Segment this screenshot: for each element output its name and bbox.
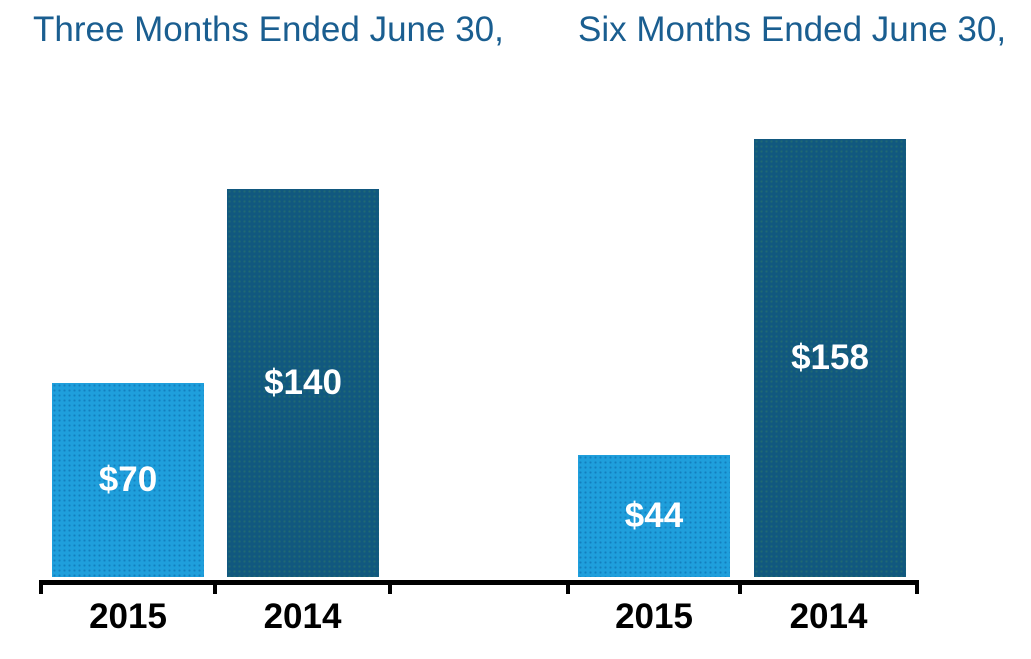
bar-value-label: $140: [264, 363, 342, 402]
chart-title-three-months: Three Months Ended June 30,: [33, 10, 504, 49]
axis-tick: [388, 580, 392, 594]
chart-title-six-months: Six Months Ended June 30,: [578, 10, 1007, 49]
bar-six-months-2015: $44: [578, 455, 730, 577]
category-label-six-months-2015: 2015: [615, 597, 693, 636]
category-label-six-months-2014: 2014: [789, 597, 868, 636]
bar-six-months-2014: $158: [754, 139, 906, 577]
x-axis-line: [41, 580, 918, 585]
bar-value-label: $44: [624, 496, 684, 535]
bar-value-label: $70: [98, 460, 158, 499]
bar-three-months-2015: $70: [52, 383, 204, 577]
axis-tick: [915, 580, 919, 594]
axis-tick: [39, 580, 43, 594]
bar-three-months-2014: $140: [227, 189, 379, 577]
axis-tick: [738, 580, 742, 594]
axis-tick: [566, 580, 570, 594]
category-label-three-months-2014: 2014: [263, 597, 342, 636]
axis-tick: [213, 580, 217, 594]
category-label-three-months-2015: 2015: [89, 597, 167, 636]
bar-value-label: $158: [791, 338, 869, 377]
